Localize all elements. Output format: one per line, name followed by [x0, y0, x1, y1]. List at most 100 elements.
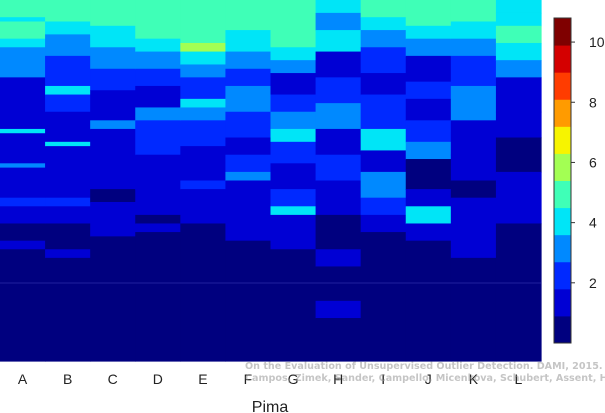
heat-cell-B-12	[45, 249, 91, 259]
x-tick-label-J: J	[425, 371, 432, 387]
heat-cell-F-5	[225, 111, 272, 139]
heat-cell-G-10	[270, 206, 317, 216]
colorbar-tick-label-6: 6	[589, 154, 597, 170]
heat-cell-H-4	[315, 77, 362, 104]
heat-cell-I-2	[360, 30, 407, 48]
heat-cell-C-5	[90, 90, 136, 121]
heat-cell-J-4	[405, 81, 452, 100]
heat-cell-C-10	[90, 201, 136, 237]
heat-cell-B-5	[45, 94, 91, 113]
colorbar-segment-8	[554, 99, 571, 127]
heat-cell-B-4	[45, 85, 91, 96]
heat-cell-J-0	[405, 0, 452, 27]
heat-cell-A-9	[0, 167, 46, 199]
heat-cell-E-5	[180, 98, 227, 109]
heat-cell-H-1	[315, 12, 362, 31]
heat-cell-A-0	[0, 0, 46, 18]
heat-cell-A-2	[0, 21, 46, 40]
heat-cell-C-9	[90, 189, 136, 203]
heat-cell-E-9	[180, 154, 227, 182]
heat-cell-I-0	[360, 0, 407, 18]
heat-cell-K-1	[450, 21, 497, 40]
heat-cell-C-11	[90, 236, 136, 362]
heat-cell-C-1	[90, 25, 136, 35]
watermark-line-1: On the Evaluation of Unsupervised Outlie…	[245, 361, 603, 372]
heat-cell-B-13	[45, 257, 91, 362]
heat-cell-E-7	[180, 120, 227, 147]
heat-cell-K-0	[450, 0, 497, 23]
colorbar-segment-9	[554, 72, 571, 100]
heat-cell-B-6	[45, 111, 91, 143]
heat-cell-K-2	[450, 38, 497, 57]
x-tick-label-A: A	[18, 371, 28, 387]
heat-cell-E-1	[180, 42, 227, 53]
heat-cell-C-2	[90, 34, 136, 48]
heat-cell-H-8	[315, 180, 362, 216]
heat-cell-I-3	[360, 47, 407, 74]
heat-cell-D-3	[135, 68, 181, 87]
heat-cell-I-4	[360, 73, 407, 96]
heat-cell-L-3	[495, 42, 542, 61]
heat-cell-F-2	[225, 51, 272, 70]
plot-area	[0, 0, 542, 362]
heat-cell-B-2	[45, 34, 91, 57]
heat-cell-I-9	[360, 197, 407, 216]
heat-cell-B-1	[45, 21, 91, 35]
heat-cell-H-3	[315, 51, 362, 78]
heat-cell-J-1	[405, 25, 452, 40]
heat-cell-H-2	[315, 30, 362, 53]
heat-cell-K-4	[450, 85, 497, 121]
heat-cell-B-11	[45, 223, 91, 250]
heat-cell-J-9	[405, 189, 452, 207]
colorbar-segment-7	[554, 126, 571, 154]
colorbar-tick-label-10: 10	[589, 34, 605, 50]
heat-cell-K-5	[450, 120, 497, 156]
heat-cell-F-11	[225, 240, 272, 362]
x-tick-label-C: C	[108, 371, 118, 387]
heat-cell-I-11	[360, 232, 407, 362]
heat-cell-B-9	[45, 197, 91, 207]
heat-cell-A-14	[0, 249, 46, 362]
heat-cell-E-6	[180, 107, 227, 121]
heat-cell-D-7	[135, 154, 181, 190]
heat-cell-E-8	[180, 146, 227, 156]
heat-cell-A-10	[0, 197, 46, 207]
heat-cell-L-0	[495, 0, 542, 14]
heat-cell-K-10	[450, 257, 497, 362]
heat-cell-D-9	[135, 214, 181, 225]
heat-cell-E-11	[180, 189, 227, 225]
heat-cell-B-10	[45, 206, 91, 225]
heat-cell-J-12	[405, 240, 452, 362]
heat-cell-C-8	[90, 146, 136, 190]
x-tick-label-I: I	[381, 371, 385, 387]
heat-cell-H-0	[315, 0, 362, 14]
heat-cell-L-2	[495, 25, 542, 44]
heat-cell-D-4	[135, 85, 181, 109]
heat-cell-D-10	[135, 223, 181, 233]
x-axis-label: Pima	[252, 399, 289, 413]
heat-cell-E-12	[180, 223, 227, 362]
heat-cell-G-4	[270, 94, 317, 113]
heat-cell-F-9	[225, 180, 272, 216]
heat-cell-A-13	[0, 240, 46, 250]
heat-cell-F-10	[225, 214, 272, 242]
heat-cell-I-6	[360, 128, 407, 152]
heat-cell-B-7	[45, 141, 91, 147]
heat-cell-K-7	[450, 180, 497, 199]
heat-cell-L-5	[495, 77, 542, 113]
heat-cell-I-5	[360, 94, 407, 130]
colorbar-segment-2	[554, 261, 571, 290]
heat-cell-E-3	[180, 64, 227, 78]
heat-cell-A-11	[0, 206, 46, 225]
heat-cell-A-12	[0, 223, 46, 242]
heat-cell-G-1	[270, 47, 317, 61]
heat-cell-F-0	[225, 0, 272, 31]
heat-cell-I-7	[360, 150, 407, 173]
heat-cell-J-2	[405, 38, 452, 57]
heat-cell-K-9	[450, 232, 497, 259]
colorbar-segment-1	[554, 288, 571, 317]
colorbar-tick-label-4: 4	[589, 215, 597, 231]
colorbar-segment-10	[554, 45, 571, 73]
heat-cell-A-6	[0, 128, 46, 134]
